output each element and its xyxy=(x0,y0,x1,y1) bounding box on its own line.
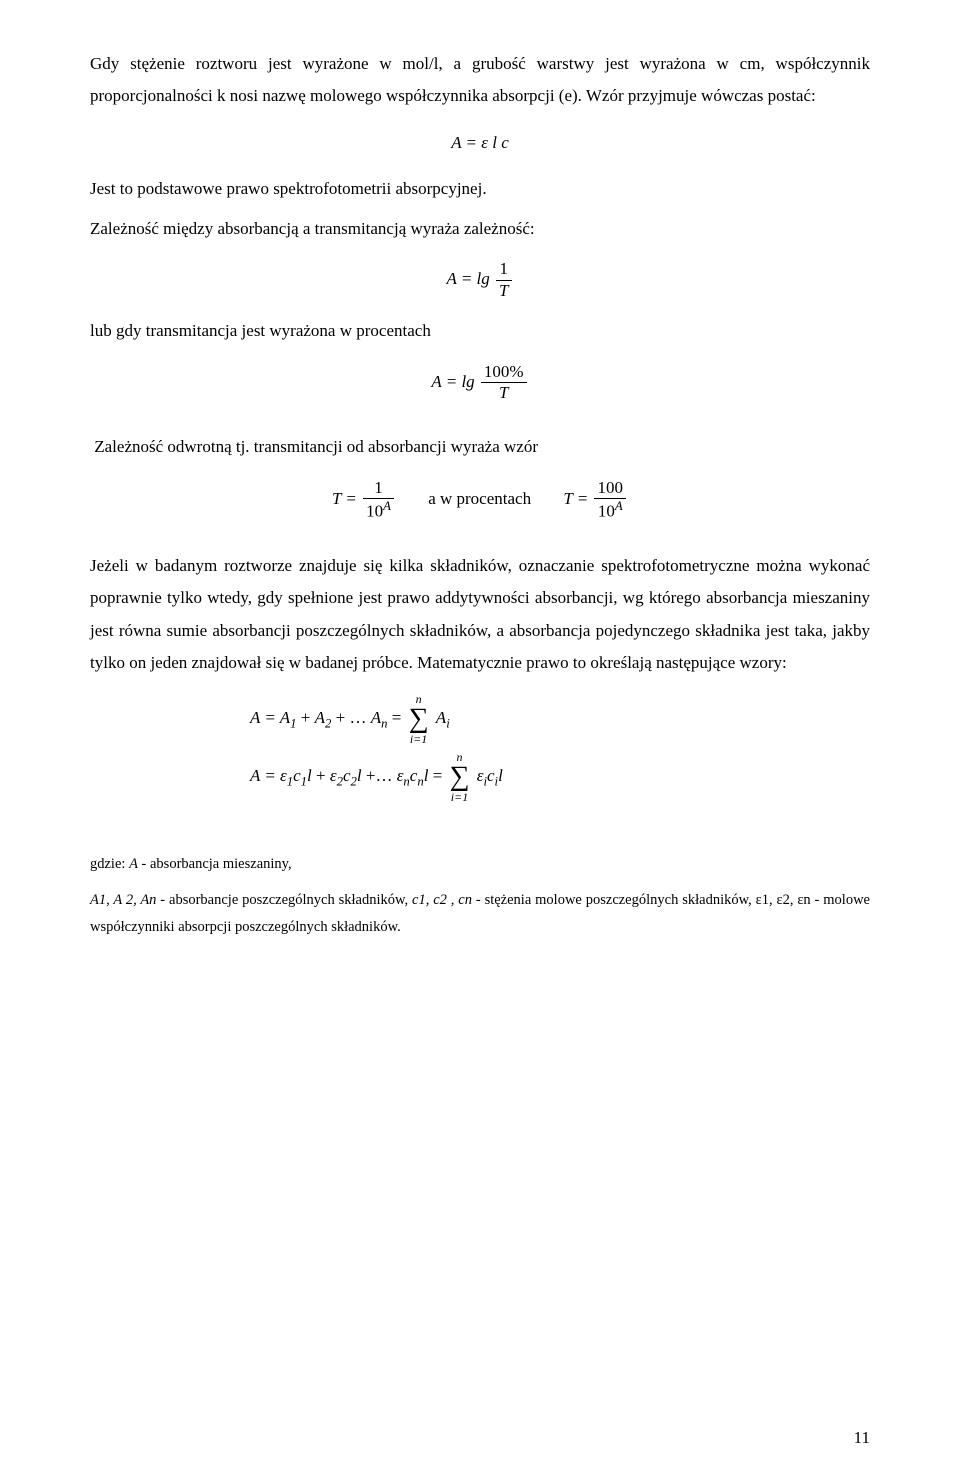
paragraph-percent: lub gdy transmitancja jest wyrażona w pr… xyxy=(90,315,870,347)
equation-3: A = lg 100% T xyxy=(90,362,870,404)
paragraph-inverse: Zależność odwrotną tj. transmitancji od … xyxy=(90,431,870,463)
page-number: 11 xyxy=(854,1422,870,1454)
equation-4: T = 1 10A a w procentach T = 100 10A xyxy=(90,478,870,522)
equation-6-block: A = ε1c1l + ε2c2l +… εncnl = n ∑ i=1 εic… xyxy=(90,751,870,803)
paragraph-additivity: Jeżeli w badanym roztworze znajduje się … xyxy=(90,550,870,679)
equation-1: A = ε l c xyxy=(90,127,870,159)
definitions-line-2: A1, A 2, An - absorbancje poszczególnych… xyxy=(90,887,870,942)
definitions-line-1: gdzie: A - absorbancja mieszaniny, xyxy=(90,851,870,879)
paragraph-law: Jest to podstawowe prawo spektrofotometr… xyxy=(90,173,870,205)
paragraph-intro: Gdy stężenie roztworu jest wyrażone w mo… xyxy=(90,48,870,113)
paragraph-relation: Zależność między absorbancją a transmita… xyxy=(90,213,870,245)
equation-5-block: A = A1 + A2 + … An = n ∑ i=1 Ai xyxy=(90,693,870,745)
equation-2: A = lg 1 T xyxy=(90,259,870,301)
